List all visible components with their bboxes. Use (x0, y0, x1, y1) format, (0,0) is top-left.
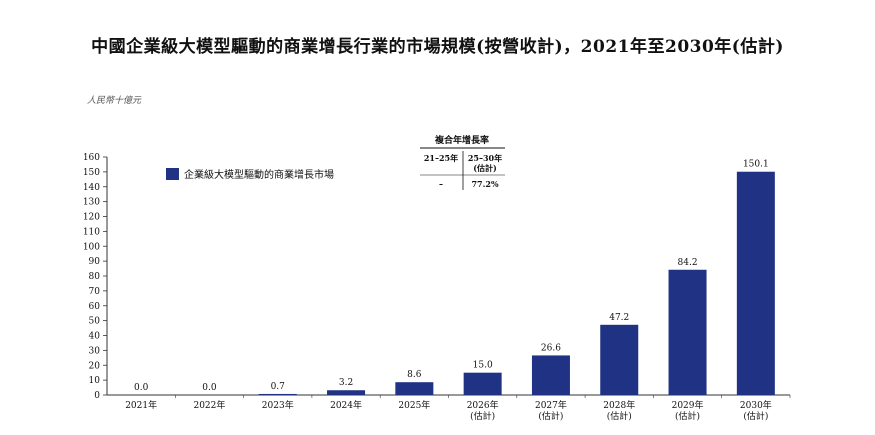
bar (531, 355, 570, 395)
bar-value-label: 0.0 (134, 383, 149, 393)
bar-value-label: 150.1 (743, 160, 769, 170)
y-tick-label: 100 (83, 242, 100, 252)
bar (600, 324, 639, 395)
x-tick-label: 2027年 (535, 399, 567, 411)
x-tick-label: 2025年 (398, 399, 430, 411)
bar-value-label: 84.2 (678, 258, 698, 268)
x-tick-sublabel: (估計) (607, 410, 632, 422)
y-tick-label: 120 (83, 213, 100, 223)
bar (668, 269, 707, 395)
x-tick-label: 2026年 (467, 399, 499, 411)
x-tick-label: 2030年 (740, 399, 772, 411)
y-tick-label: 20 (89, 361, 101, 371)
bar (463, 372, 502, 395)
x-tick-sublabel: (估計) (675, 410, 700, 422)
bar-value-label: 15.0 (473, 361, 493, 371)
cagr-table: 複合年增長率 21–25年 25–30年 (估計) – 77.2% (420, 134, 505, 190)
y-tick-label: 80 (89, 272, 101, 282)
bar (258, 393, 297, 395)
cagr-col1-value: – (439, 179, 443, 189)
cagr-col1-header: 21–25年 (424, 153, 458, 163)
legend-swatch (166, 168, 179, 180)
x-tick-sublabel: (估計) (743, 410, 768, 422)
unit-label: 人民幣十億元 (87, 96, 142, 106)
labels: 0.0 2021年 0.0 2022年 0.7 2023年 3.2 2024年 8.6 2025年… (125, 160, 772, 422)
bars (258, 171, 775, 395)
x-tick-label: 2022年 (193, 399, 225, 411)
y-tick-label: 110 (83, 227, 100, 237)
legend: 企業級大模型驅動的商業增長市場 (166, 168, 334, 181)
x-tick-label: 2021年 (125, 399, 157, 411)
y-tick-label: 40 (89, 332, 101, 342)
bar-value-label: 47.2 (609, 313, 629, 323)
y-tick-label: 140 (83, 183, 100, 193)
y-tick-label: 150 (83, 168, 100, 178)
bar-value-label: 0.0 (202, 383, 217, 393)
bar-value-label: 26.6 (541, 343, 561, 353)
y-tick-label: 160 (83, 153, 100, 163)
y-tick-label: 90 (89, 257, 101, 267)
x-tick-label: 2023年 (262, 399, 294, 411)
cagr-title: 複合年增長率 (434, 134, 489, 146)
bar (395, 382, 434, 395)
bar-value-label: 8.6 (407, 370, 422, 380)
bar-value-label: 3.2 (339, 378, 353, 388)
x-tick-label: 2029年 (672, 399, 704, 411)
cagr-col2-header: 25–30年 (468, 153, 502, 163)
bar (327, 390, 366, 395)
x-tick-label: 2024年 (330, 399, 362, 411)
y-tick-label: 0 (94, 391, 100, 401)
y-tick-label: 60 (89, 302, 101, 312)
y-tick-label: 50 (89, 317, 101, 327)
y-tick-label: 10 (89, 376, 101, 386)
x-tick-sublabel: (估計) (538, 410, 563, 422)
y-tick-label: 70 (89, 287, 101, 297)
bar-value-label: 0.7 (271, 382, 286, 392)
y-tick-label: 30 (89, 346, 101, 356)
bar (736, 171, 775, 395)
y-tick-label: 130 (83, 198, 100, 208)
chart-title: 中國企業級大模型驅動的商業增長行業的市場規模(按營收計)，2021年至2030年… (91, 37, 784, 57)
x-tick-label: 2028年 (603, 399, 635, 411)
cagr-col2-sub: (估計) (473, 163, 497, 173)
cagr-col2-value: 77.2% (471, 179, 498, 189)
legend-label: 企業級大模型驅動的商業增長市場 (184, 168, 334, 181)
x-tick-sublabel: (估計) (470, 410, 495, 422)
